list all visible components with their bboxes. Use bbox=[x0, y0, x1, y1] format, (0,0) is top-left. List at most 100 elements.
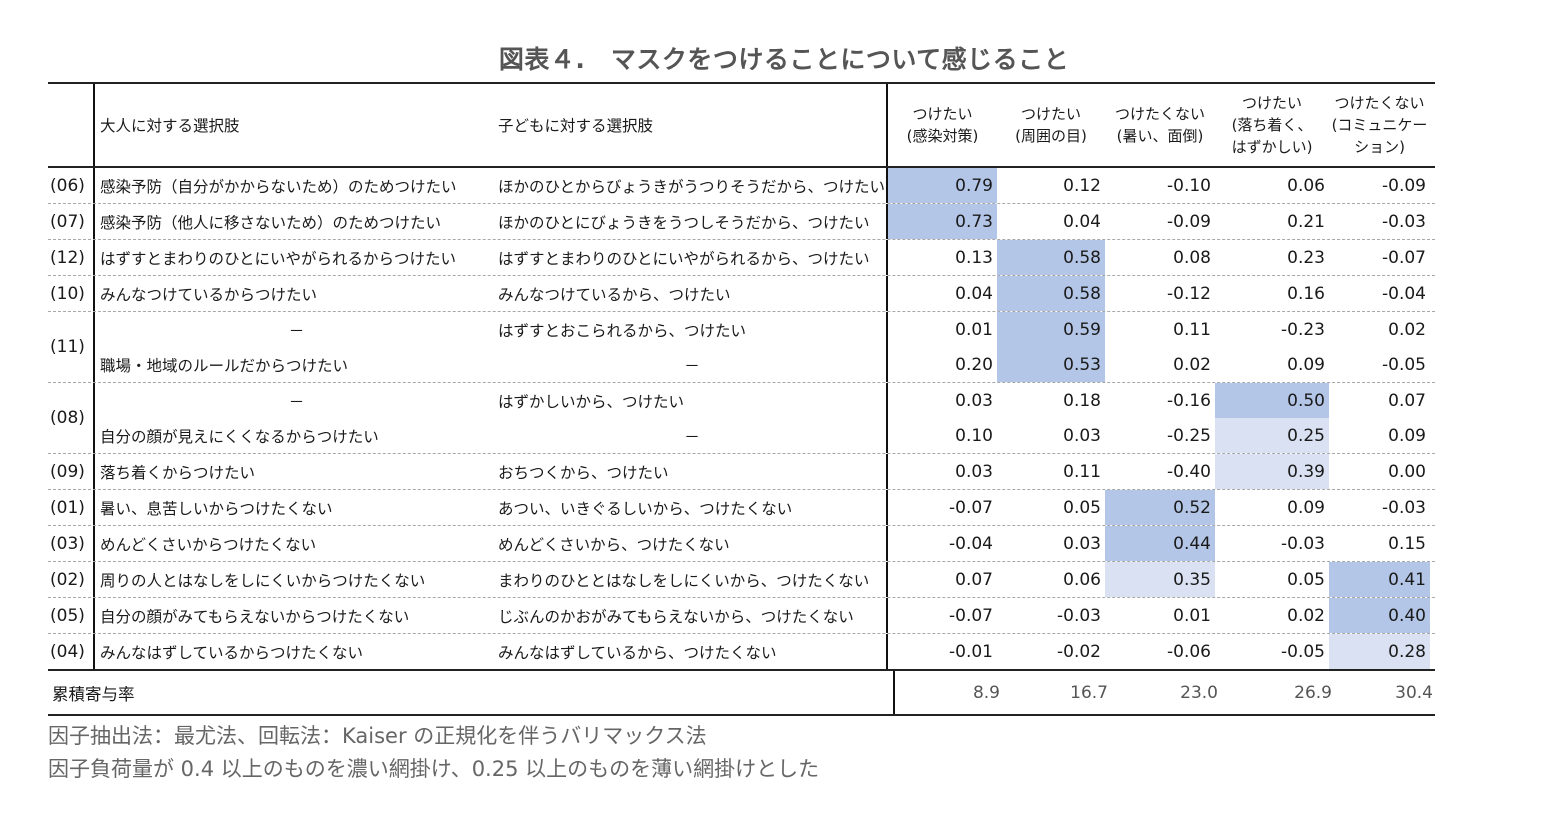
adult-option: 感染予防（他人に移さないため）のためつけたい bbox=[100, 213, 442, 232]
loading-value: 0.35 bbox=[1105, 562, 1215, 597]
item-code: (11) bbox=[48, 312, 95, 382]
loading-value: 0.21 bbox=[1287, 211, 1325, 232]
loading-value: 0.50 bbox=[1215, 383, 1329, 418]
item-code: (07) bbox=[48, 204, 95, 239]
loading-value: 0.02 bbox=[1388, 319, 1426, 340]
footer-value: 23.0 bbox=[1180, 682, 1218, 703]
footer-value: 16.7 bbox=[1070, 682, 1108, 703]
loading-value: 0.03 bbox=[1063, 425, 1101, 446]
loading-value: -0.04 bbox=[949, 533, 993, 554]
loading-value: 0.18 bbox=[1063, 390, 1101, 411]
loading-value-group: -0.23 0.09 bbox=[1215, 312, 1329, 382]
loading-value: 0.12 bbox=[1063, 175, 1101, 196]
loading-value: -0.16 bbox=[1167, 390, 1211, 411]
loading-value: 0.03 bbox=[1063, 533, 1101, 554]
loading-value: -0.04 bbox=[1382, 283, 1426, 304]
adult-option: 周りの人とはなしをしにくいからつけたくない bbox=[100, 571, 426, 590]
loading-value: 0.59 bbox=[997, 312, 1105, 347]
note-method: 因子抽出法：最尤法、回転法：Kaiser の正規化を伴うバリマックス法 bbox=[48, 724, 707, 748]
footer-value: 26.9 bbox=[1294, 682, 1332, 703]
child-option: － bbox=[684, 356, 700, 375]
header-factor-1: つけたい (感染対策) bbox=[906, 105, 979, 145]
item-code: (02) bbox=[48, 562, 95, 597]
loading-value: -0.06 bbox=[1167, 641, 1211, 662]
loading-value: 0.23 bbox=[1287, 247, 1325, 268]
loading-value: -0.23 bbox=[1281, 319, 1325, 340]
adult-option: 暑い、息苦しいからつけたくない bbox=[100, 499, 333, 518]
item-code: (09) bbox=[48, 454, 95, 489]
table-row: (06) 感染予防（自分がかからないため）のためつけたい ほかのひとからびょうきがう… bbox=[48, 168, 1435, 204]
loading-value: 0.03 bbox=[955, 461, 993, 482]
loading-value-group: -0.16 -0.25 bbox=[1105, 383, 1215, 453]
loading-value: 0.04 bbox=[955, 283, 993, 304]
loading-value: 0.15 bbox=[1388, 533, 1426, 554]
loading-value: 0.01 bbox=[1173, 605, 1211, 626]
loading-value: 0.09 bbox=[1388, 425, 1426, 446]
header-factor-4: つけたい (落ち着く、 はずかしい) bbox=[1231, 94, 1313, 156]
child-option: みんなはずしているから、つけたくない bbox=[493, 634, 888, 669]
item-code: (04) bbox=[48, 634, 95, 669]
loading-value: -0.03 bbox=[1281, 533, 1325, 554]
adult-option: はずすとまわりのひとにいやがられるからつけたい bbox=[100, 249, 457, 268]
loading-value: 0.44 bbox=[1105, 526, 1215, 561]
table-row: (04) みんなはずしているからつけたくない みんなはずしているから、つけたくない -… bbox=[48, 634, 1435, 671]
adult-option: 自分の顔がみてもらえないからつけたくない bbox=[100, 607, 410, 626]
footer-value: 8.9 bbox=[972, 682, 1000, 703]
item-code: (05) bbox=[48, 598, 95, 633]
loading-value: -0.07 bbox=[1382, 247, 1426, 268]
loading-value: 0.05 bbox=[1287, 569, 1325, 590]
loading-value-group: 0.18 0.03 bbox=[997, 383, 1105, 453]
table-row: (10) みんなつけているからつけたい みんなつけているから、つけたい 0.04 0.5… bbox=[48, 276, 1435, 312]
child-option: みんなつけているから、つけたい bbox=[493, 276, 888, 311]
adult-option: 職場・地域のルールだからつけたい bbox=[100, 356, 349, 375]
adult-option-group: － 職場・地域のルールだからつけたい bbox=[95, 312, 493, 382]
page-title: 図表４. マスクをつけることについて感じること bbox=[498, 45, 1070, 74]
loading-value: -0.01 bbox=[949, 641, 993, 662]
loading-value: 0.03 bbox=[955, 390, 993, 411]
adult-option: 自分の顔が見えにくくなるからつけたい bbox=[100, 427, 379, 446]
loading-value: -0.25 bbox=[1167, 425, 1211, 446]
loading-value: 0.73 bbox=[888, 204, 997, 239]
item-code: (12) bbox=[48, 240, 95, 275]
loading-value: -0.40 bbox=[1167, 461, 1211, 482]
loading-value: 0.06 bbox=[1063, 569, 1101, 590]
cumulative-contribution-row: 累積寄与率 8.9 16.7 23.0 26.9 30.4 bbox=[48, 671, 1435, 716]
loading-value: 0.11 bbox=[1173, 319, 1211, 340]
adult-option: 感染予防（自分がかからないため）のためつけたい bbox=[100, 177, 457, 196]
header-factor-3: つけたくない (暑い、面倒) bbox=[1114, 105, 1205, 145]
child-option: ほかのひとからびょうきがうつりそうだから、つけたい bbox=[493, 168, 888, 203]
adult-option-group: － 自分の顔が見えにくくなるからつけたい bbox=[95, 383, 493, 453]
loading-value: 0.41 bbox=[1329, 562, 1430, 597]
loading-value: -0.09 bbox=[1167, 211, 1211, 232]
loading-value: 0.09 bbox=[1287, 497, 1325, 518]
header-code bbox=[48, 84, 95, 166]
loading-value: 0.39 bbox=[1215, 454, 1329, 489]
loading-value: -0.07 bbox=[949, 605, 993, 626]
loading-value: 0.00 bbox=[1388, 461, 1426, 482]
loading-value: 0.07 bbox=[1388, 390, 1426, 411]
item-code: (03) bbox=[48, 526, 95, 561]
child-option: あつい、いきぐるしいから、つけたくない bbox=[493, 490, 888, 525]
loading-value: 0.58 bbox=[997, 240, 1105, 275]
notes: 因子抽出法：最尤法、回転法：Kaiser の正規化を伴うバリマックス法 因子負荷… bbox=[48, 720, 819, 786]
footer-value: 30.4 bbox=[1395, 682, 1433, 703]
header-factor-5: つけたくない (コミュニケー ション) bbox=[1331, 94, 1428, 156]
loading-value: 0.40 bbox=[1329, 598, 1430, 633]
loading-value-group: 0.02 -0.05 bbox=[1329, 312, 1430, 382]
loading-value: 0.02 bbox=[1173, 354, 1211, 375]
child-option: ほかのひとにびょうきをうつしそうだから、つけたい bbox=[493, 204, 888, 239]
table-header: 大人に対する選択肢 子どもに対する選択肢 つけたい (感染対策) つけたい (周囲の… bbox=[48, 84, 1435, 168]
table-row: (01) 暑い、息苦しいからつけたくない あつい、いきぐるしいから、つけたくない -0… bbox=[48, 490, 1435, 526]
loading-value: 0.16 bbox=[1287, 283, 1325, 304]
table-row: (09) 落ち着くからつけたい おちつくから、つけたい 0.03 0.11 -0.40 0.… bbox=[48, 454, 1435, 490]
loading-value-group: 0.03 0.10 bbox=[888, 383, 997, 453]
loading-value: 0.25 bbox=[1215, 418, 1329, 453]
loading-value: -0.10 bbox=[1167, 175, 1211, 196]
footer-label: 累積寄与率 bbox=[52, 684, 135, 704]
item-code: (06) bbox=[48, 168, 95, 203]
loading-value-group: 0.01 0.20 bbox=[888, 312, 997, 382]
loading-value: 0.07 bbox=[955, 569, 993, 590]
loading-value: -0.03 bbox=[1382, 497, 1426, 518]
child-option-group: はずかしいから、つけたい － bbox=[493, 383, 888, 453]
adult-option: － bbox=[288, 392, 305, 411]
